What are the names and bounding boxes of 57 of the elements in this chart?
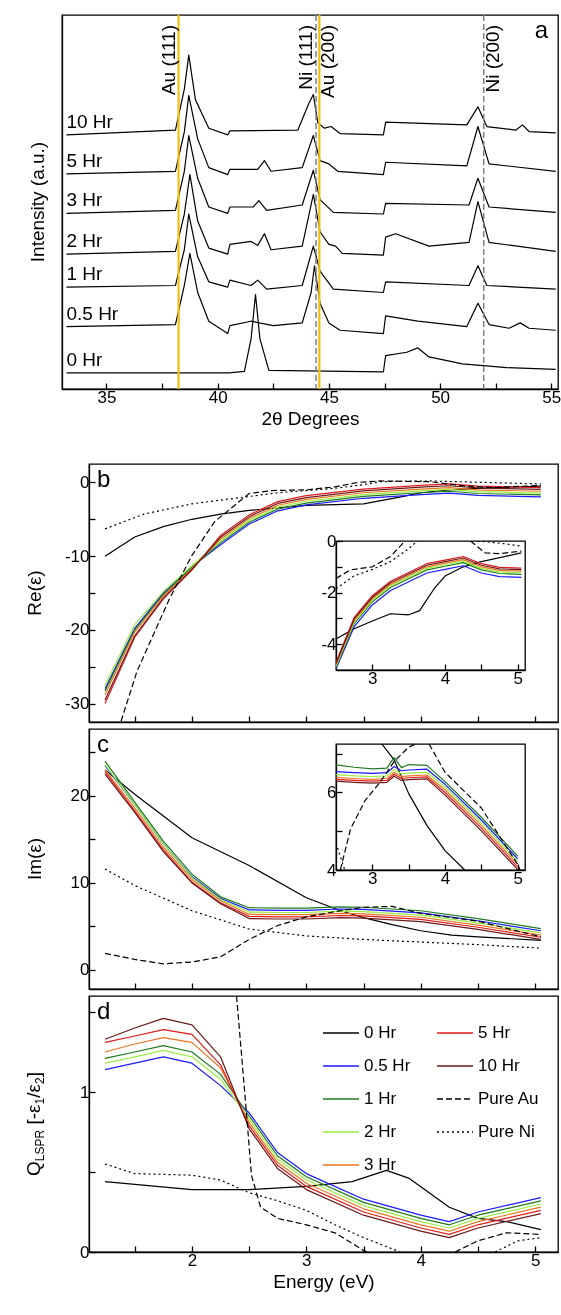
y-tick-label: 6	[327, 782, 337, 802]
ref-line-label: Au (200)	[317, 25, 339, 98]
x-tick-label: 5	[513, 868, 523, 888]
y-tick-label: -2	[321, 583, 337, 603]
annotation: c	[97, 730, 109, 757]
y-tick-label: 0	[327, 531, 337, 551]
x-tick-label: 4	[440, 668, 451, 688]
legend-label: 10 Hr	[478, 1056, 520, 1075]
series-label: 1 Hr	[66, 263, 104, 285]
legend-label: 5 Hr	[478, 1023, 511, 1042]
y-tick-label: 0	[80, 960, 90, 980]
ref-line-label: Ni (111)	[295, 25, 317, 90]
x-tick-label: 40	[208, 387, 228, 407]
x-tick-label: 3	[302, 1250, 312, 1270]
x-tick-label: 35	[97, 387, 117, 407]
x-tick-label: 50	[431, 387, 451, 407]
annotation: b	[97, 465, 111, 492]
y-tick-label: -10	[64, 546, 90, 566]
x-axis-title: 2θ Degrees	[261, 407, 360, 429]
y-axis-title: Im(ε)	[24, 837, 46, 881]
x-tick-label: 55	[542, 387, 561, 407]
x-tick-label: 3	[368, 868, 378, 888]
legend-label: 1 Hr	[364, 1089, 397, 1108]
series-label: 3 Hr	[66, 189, 104, 211]
legend-label: 0 Hr	[364, 1023, 397, 1042]
series-label: 5 Hr	[66, 149, 104, 171]
y-tick-label: 10	[70, 873, 90, 893]
x-tick-label: 3	[368, 668, 378, 688]
series-label: 0.5 Hr	[66, 302, 119, 324]
legend-label: 0.5 Hr	[364, 1056, 411, 1075]
x-tick-label: 45	[319, 387, 339, 407]
y-axis-title: Intensity (a.u.)	[27, 141, 49, 263]
x-tick-label: 2	[187, 1250, 198, 1270]
y-tick-label: -20	[64, 620, 90, 640]
series-label: 2 Hr	[66, 230, 104, 252]
x-tick-label: 4	[440, 868, 451, 888]
legend-label: 3 Hr	[364, 1155, 397, 1174]
legend-label: Pure Ni	[478, 1122, 535, 1141]
legend-label: 2 Hr	[364, 1122, 397, 1141]
y-axis-title: Re(ε)	[24, 570, 46, 616]
series-label: 10 Hr	[66, 110, 114, 132]
y-tick-label: -30	[64, 694, 90, 714]
y-tick-label: 1	[80, 1082, 90, 1102]
legend-label: Pure Au	[478, 1089, 539, 1108]
y-tick-label: 0	[80, 472, 90, 492]
text: a	[534, 16, 549, 43]
y-tick-label: 0	[80, 1242, 90, 1262]
x-axis-title: Energy (eV)	[273, 1270, 375, 1292]
y-tick-label: -4	[321, 634, 337, 654]
annotation: d	[97, 997, 111, 1024]
x-tick-label: 5	[513, 668, 523, 688]
x-tick-label: 5	[530, 1250, 541, 1270]
series-label: 0 Hr	[66, 348, 104, 370]
x-tick-label: 4	[416, 1250, 426, 1270]
ref-line-label: Au (111)	[157, 25, 179, 96]
y-tick-label: 20	[70, 786, 90, 806]
ref-line-label: Ni (200)	[481, 25, 503, 93]
